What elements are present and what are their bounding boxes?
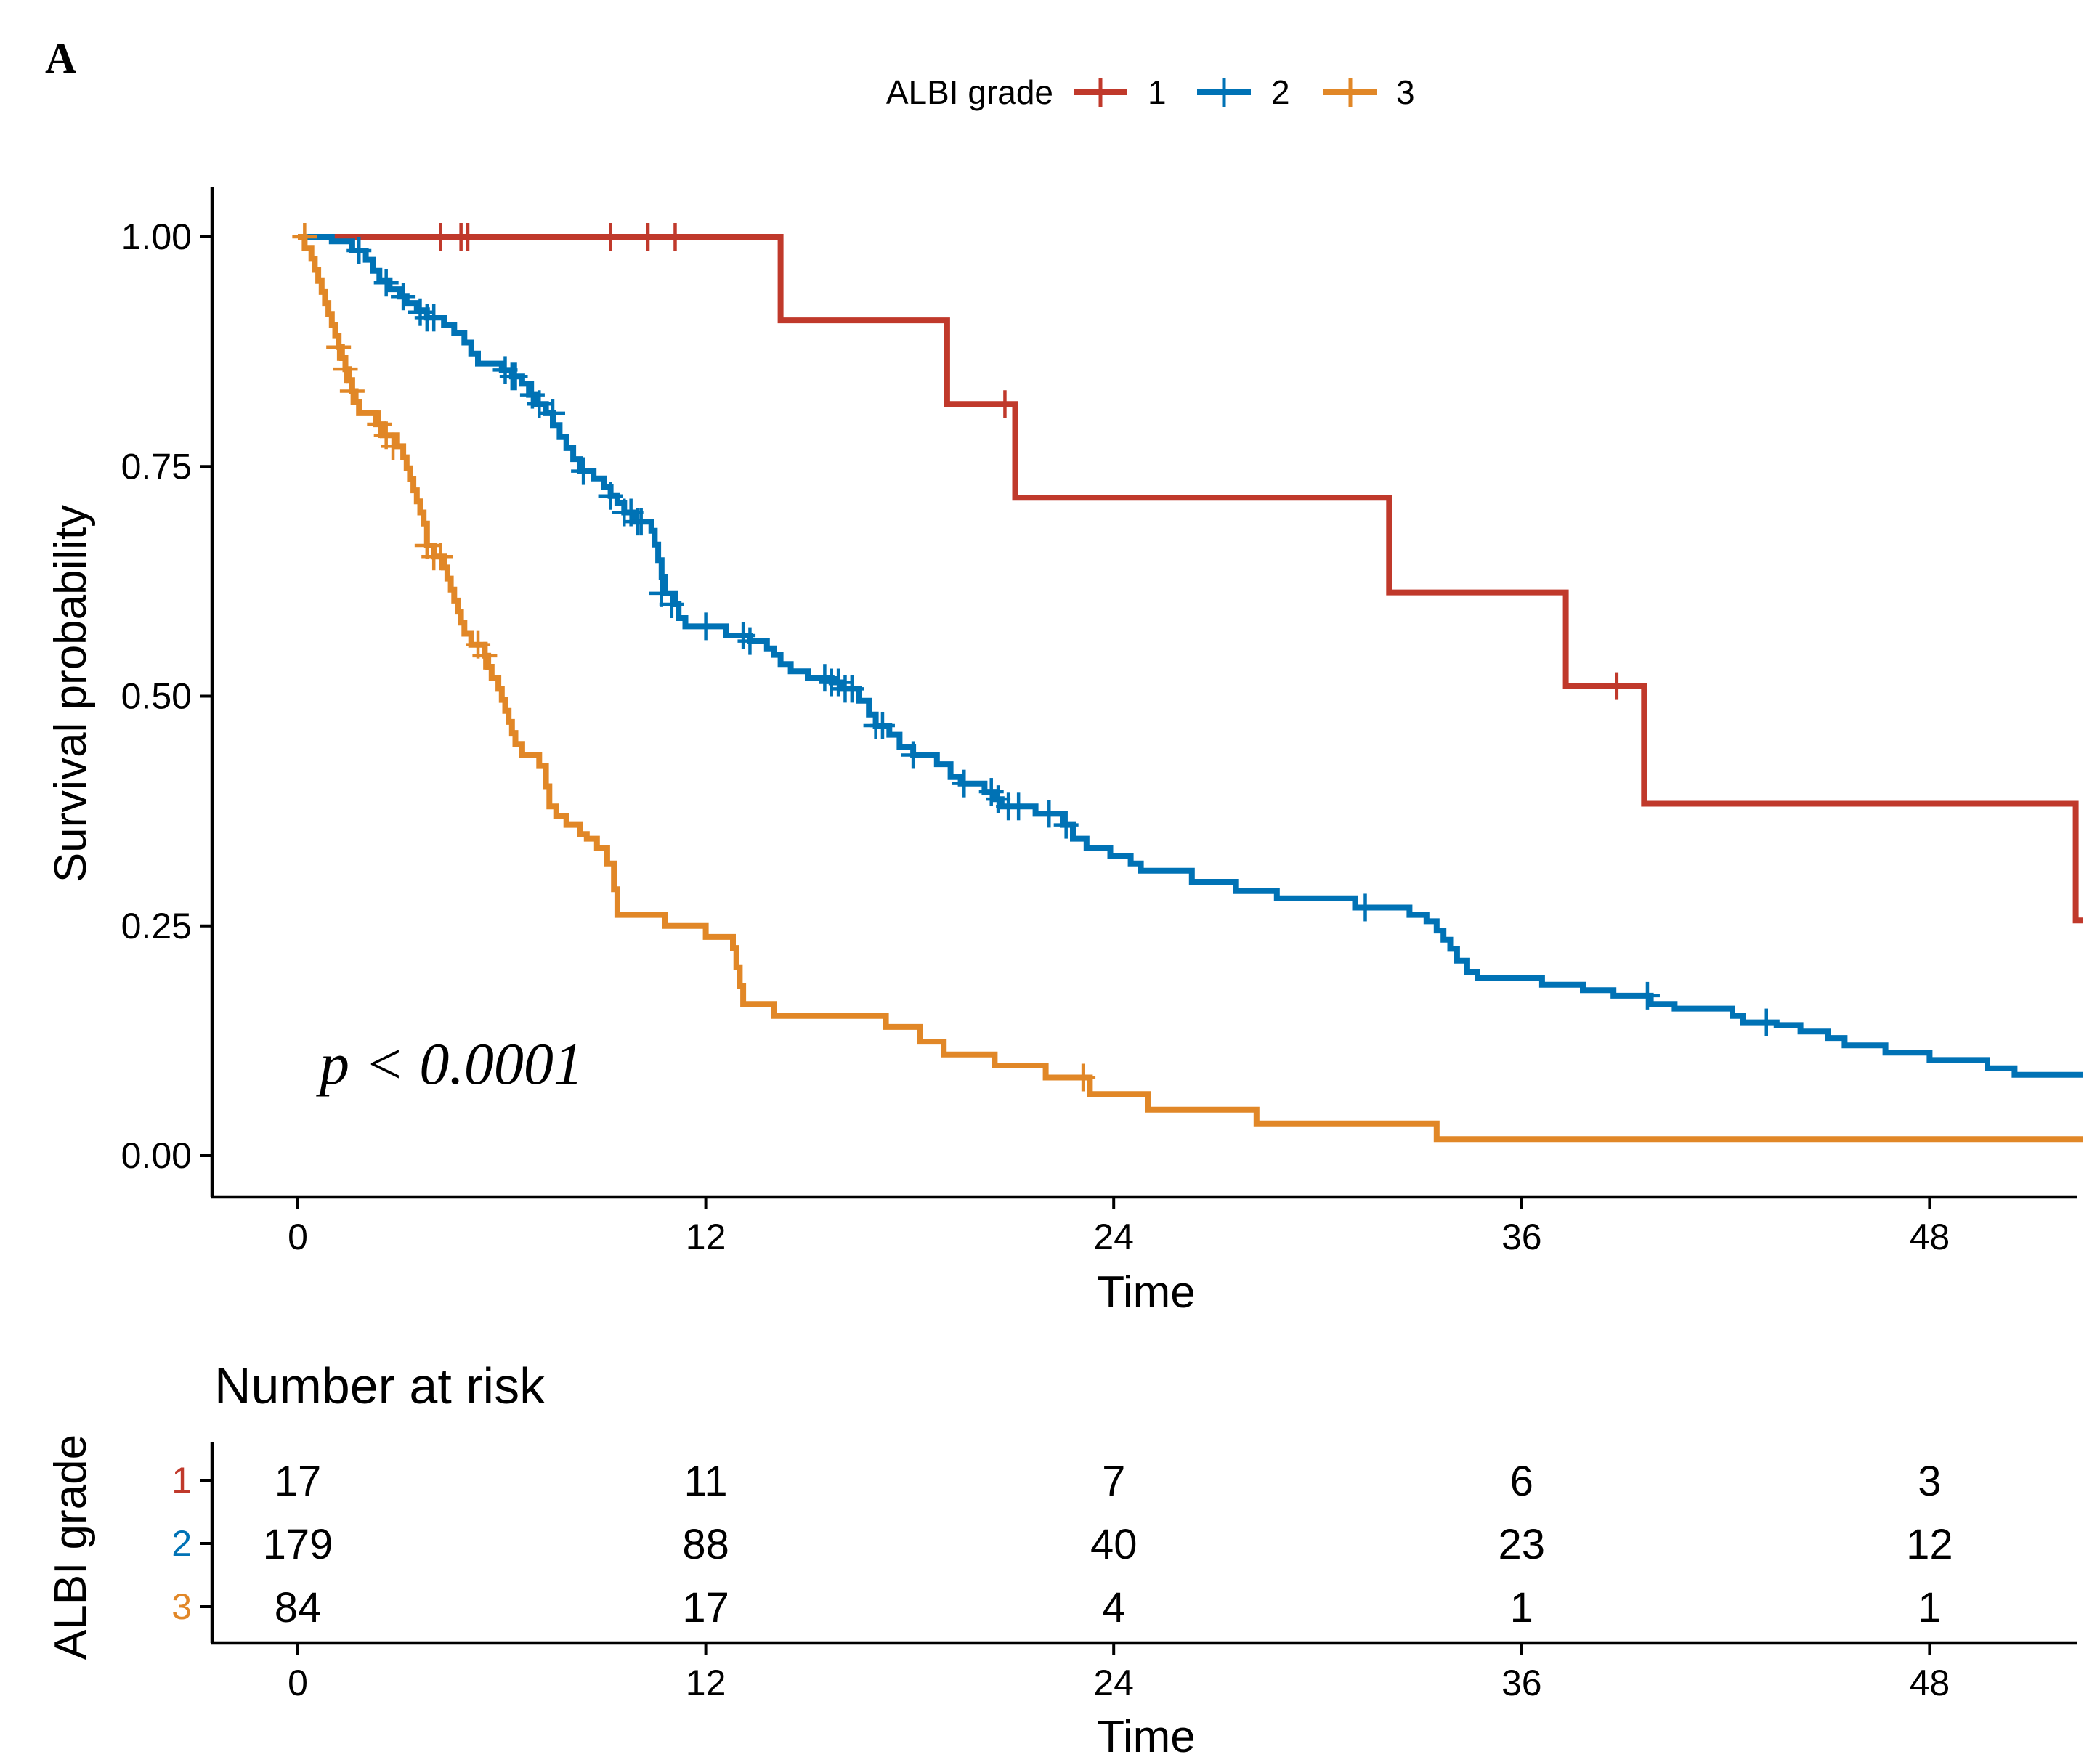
legend-title: ALBI grade: [886, 73, 1053, 111]
risk-value: 7: [1102, 1458, 1125, 1505]
risk-value: 17: [682, 1584, 729, 1631]
risk-row-3: 3 84 17 4 1 1: [171, 1584, 1941, 1631]
series-3: [292, 223, 2083, 1143]
risk-x-tick-label: 24: [1093, 1663, 1134, 1703]
y-tick-label: 0.50: [121, 676, 192, 717]
x-tick-label: 36: [1501, 1217, 1542, 1257]
y-tick-label: 0.75: [121, 446, 192, 487]
risk-value: 4: [1102, 1584, 1125, 1631]
series-1: [298, 223, 2083, 924]
risk-value: 3: [1918, 1458, 1941, 1505]
legend-item-2: 2: [1197, 73, 1290, 111]
risk-row-label: 3: [171, 1586, 192, 1627]
x-tick-label: 12: [686, 1217, 726, 1257]
risk-table-title: Number at risk: [214, 1358, 546, 1414]
risk-value: 23: [1499, 1521, 1546, 1568]
risk-value: 179: [263, 1521, 333, 1568]
panel-label: A: [45, 34, 76, 82]
x-axis-title: Time: [1097, 1267, 1195, 1318]
risk-value: 12: [1906, 1521, 1953, 1568]
risk-value: 1: [1510, 1584, 1533, 1631]
risk-value: 84: [275, 1584, 322, 1631]
y-tick-label: 0.25: [121, 906, 192, 946]
legend-item-1: 1: [1074, 73, 1167, 111]
risk-x-tick-label: 48: [1910, 1663, 1950, 1703]
y-tick-label: 1.00: [121, 216, 192, 257]
risk-table-x-title: Time: [1097, 1712, 1195, 1757]
risk-x-tick-label: 0: [288, 1663, 308, 1703]
risk-value: 17: [275, 1458, 322, 1505]
km-curve-1: [298, 234, 2083, 924]
risk-value: 40: [1090, 1521, 1138, 1568]
risk-table: Number at risk ALBI grade 1 17 11 7 6 32 179 88…: [46, 1358, 2077, 1757]
risk-table-x-ticks: 0 12 24 36 48: [288, 1643, 1950, 1703]
risk-row-1: 1 17 11 7 6 3: [171, 1458, 1941, 1505]
risk-table-y-title: ALBI grade: [46, 1435, 96, 1660]
risk-row-label: 1: [171, 1460, 192, 1501]
legend-label-3: 3: [1396, 73, 1415, 111]
x-tick-label: 48: [1910, 1217, 1950, 1257]
p-value-annotation: p < 0.0001: [316, 1031, 583, 1097]
series-2: [298, 234, 2083, 1078]
risk-row-label: 2: [171, 1523, 192, 1564]
legend-item-3: 3: [1323, 73, 1415, 111]
risk-value: 11: [684, 1458, 727, 1505]
risk-row-2: 2 179 88 40 23 12: [171, 1521, 1953, 1568]
x-tick-label: 24: [1093, 1217, 1134, 1257]
legend-label-2: 2: [1271, 73, 1290, 111]
km-plot: 0.00 0.25 0.50 0.75 1.00 0 12 24 36 48 Time Surv…: [46, 187, 2083, 1318]
risk-value: 6: [1510, 1458, 1533, 1505]
risk-table-rows: 1 17 11 7 6 32 179 88 40 23 123 84 17 4 1 1: [171, 1458, 1953, 1631]
risk-value: 1: [1918, 1584, 1941, 1631]
x-tick-label: 0: [288, 1217, 308, 1257]
legend-label-1: 1: [1148, 73, 1167, 111]
x-axis-ticks: 0 12 24 36 48: [288, 1197, 1950, 1257]
y-tick-label: 0.00: [121, 1135, 192, 1176]
survival-curves: [292, 223, 2083, 1143]
y-axis-title: Survival probability: [46, 505, 96, 882]
km-curve-2: [298, 234, 2083, 1078]
legend: ALBI grade 1 2 3: [886, 73, 1415, 111]
risk-x-tick-label: 36: [1501, 1663, 1542, 1703]
y-axis-ticks: 0.00 0.25 0.50 0.75 1.00: [121, 216, 212, 1176]
km-curve-3: [298, 234, 2083, 1143]
risk-value: 88: [682, 1521, 729, 1568]
risk-x-tick-label: 12: [686, 1663, 726, 1703]
